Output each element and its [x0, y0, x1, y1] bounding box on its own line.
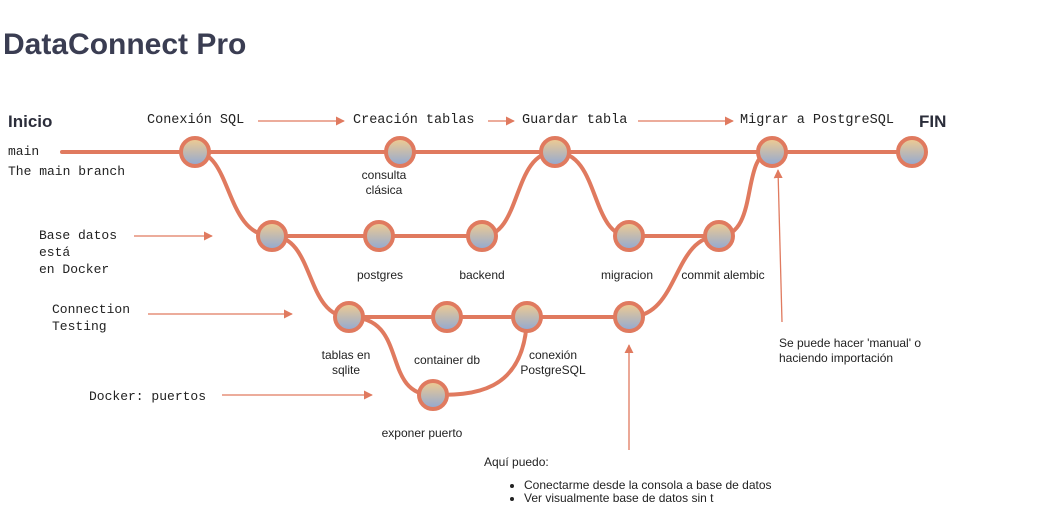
commit-node	[539, 136, 571, 168]
fin-label: FIN	[919, 112, 947, 131]
commit-node	[756, 136, 788, 168]
commit-node	[613, 220, 645, 252]
label-exponer-puerto: exponer puerto	[381, 426, 463, 440]
commit-node	[179, 136, 211, 168]
step-conexion-sql: Conexión SQL	[147, 113, 245, 128]
commit-node	[613, 301, 645, 333]
commit-node	[511, 301, 543, 333]
aqui-heading: Aquí puedo:	[484, 455, 549, 469]
commit-node	[896, 136, 928, 168]
commit-node	[466, 220, 498, 252]
step-creacion-tablas: Creación tablas	[353, 113, 475, 128]
commit-node	[431, 301, 463, 333]
step-migrar-postgresql: Migrar a PostgreSQL	[740, 113, 894, 128]
label-commit-alembic: commit alembic	[681, 268, 765, 282]
commit-node	[384, 136, 416, 168]
label-migracion: migracion	[600, 268, 654, 282]
commit-node	[333, 301, 365, 333]
main-branch-name: main	[8, 144, 40, 159]
aqui-item: Conectarme desde la consola a base de da…	[524, 479, 772, 492]
commit-node	[417, 379, 449, 411]
label-consulta-clasica: consulta clásica	[361, 168, 407, 197]
annotation-manual: Se puede hacer 'manual' o haciendo impor…	[779, 336, 922, 365]
arrow-manual	[773, 169, 783, 323]
label-backend: backend	[459, 268, 505, 282]
page-title: DataConnect Pro	[3, 28, 247, 61]
commit-node	[703, 220, 735, 252]
note-base-datos: Base datos está en Docker	[39, 228, 118, 277]
commit-node	[256, 220, 288, 252]
label-tablas-sqlite: tablas en sqlite	[321, 348, 371, 377]
note-connection-testing: Connection Testing	[52, 302, 131, 334]
aqui-item: Ver visualmente base de datos sin t	[524, 492, 772, 505]
label-container-db: container db	[413, 353, 481, 367]
inicio-label: Inicio	[8, 112, 53, 131]
branch-2-line	[553, 150, 774, 238]
label-postgres: postgres	[356, 268, 404, 282]
note-docker-puertos: Docker: puertos	[89, 389, 207, 404]
commit-node	[363, 220, 395, 252]
label-conexion-postgresql: conexión PostgreSQL	[520, 348, 586, 377]
main-branch-description: The main branch	[8, 164, 126, 179]
aqui-list: Conectarme desde la consola a base de da…	[504, 479, 772, 505]
step-guardar-tabla: Guardar tabla	[522, 113, 628, 128]
